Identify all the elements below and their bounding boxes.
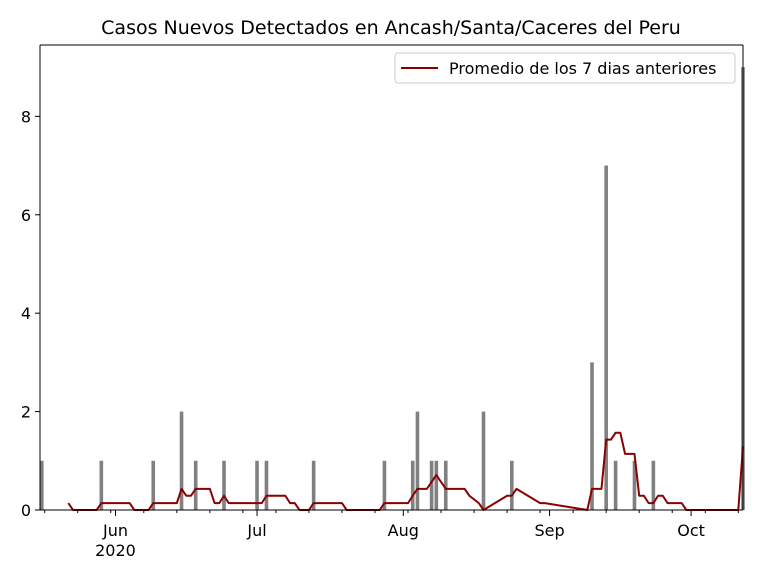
bar <box>193 460 198 510</box>
x-tick-label: Oct <box>677 521 705 540</box>
y-tick-label: 0 <box>21 501 31 520</box>
y-tick-label: 4 <box>21 304 31 323</box>
x-tick-year-label: 2020 <box>95 541 136 560</box>
bar <box>151 460 156 510</box>
bar <box>434 460 439 510</box>
y-tick-label: 8 <box>21 107 31 126</box>
bar <box>264 460 269 510</box>
bar <box>632 460 637 510</box>
x-tick-label: Sep <box>534 521 564 540</box>
bar <box>410 460 415 510</box>
moving-average-line <box>67 431 744 511</box>
bar <box>429 460 434 510</box>
legend-entry-label: Promedio de los 7 dias anteriores <box>449 59 716 78</box>
y-tick-label: 2 <box>21 403 31 422</box>
bar <box>179 411 184 510</box>
bar <box>40 460 44 510</box>
legend: Promedio de los 7 dias anteriores <box>394 52 736 84</box>
bar <box>613 460 618 510</box>
bar <box>604 165 608 511</box>
bar <box>222 460 226 510</box>
chart-title: Casos Nuevos Detectados en Ancash/Santa/… <box>101 17 681 39</box>
bar <box>481 411 486 510</box>
bar <box>99 460 104 510</box>
bar <box>510 460 514 510</box>
bar <box>443 460 448 510</box>
bar <box>651 460 656 510</box>
bar <box>415 411 420 510</box>
y-tick-label: 6 <box>21 206 31 225</box>
bar <box>590 362 594 510</box>
x-tick-label: Jul <box>246 521 266 540</box>
x-tick-label: Jun <box>102 521 128 540</box>
legend-box <box>394 52 736 84</box>
bar <box>382 460 387 510</box>
bar <box>311 460 316 510</box>
line-series <box>67 431 744 511</box>
x-tick-label: Aug <box>388 521 419 540</box>
bar <box>255 460 259 510</box>
